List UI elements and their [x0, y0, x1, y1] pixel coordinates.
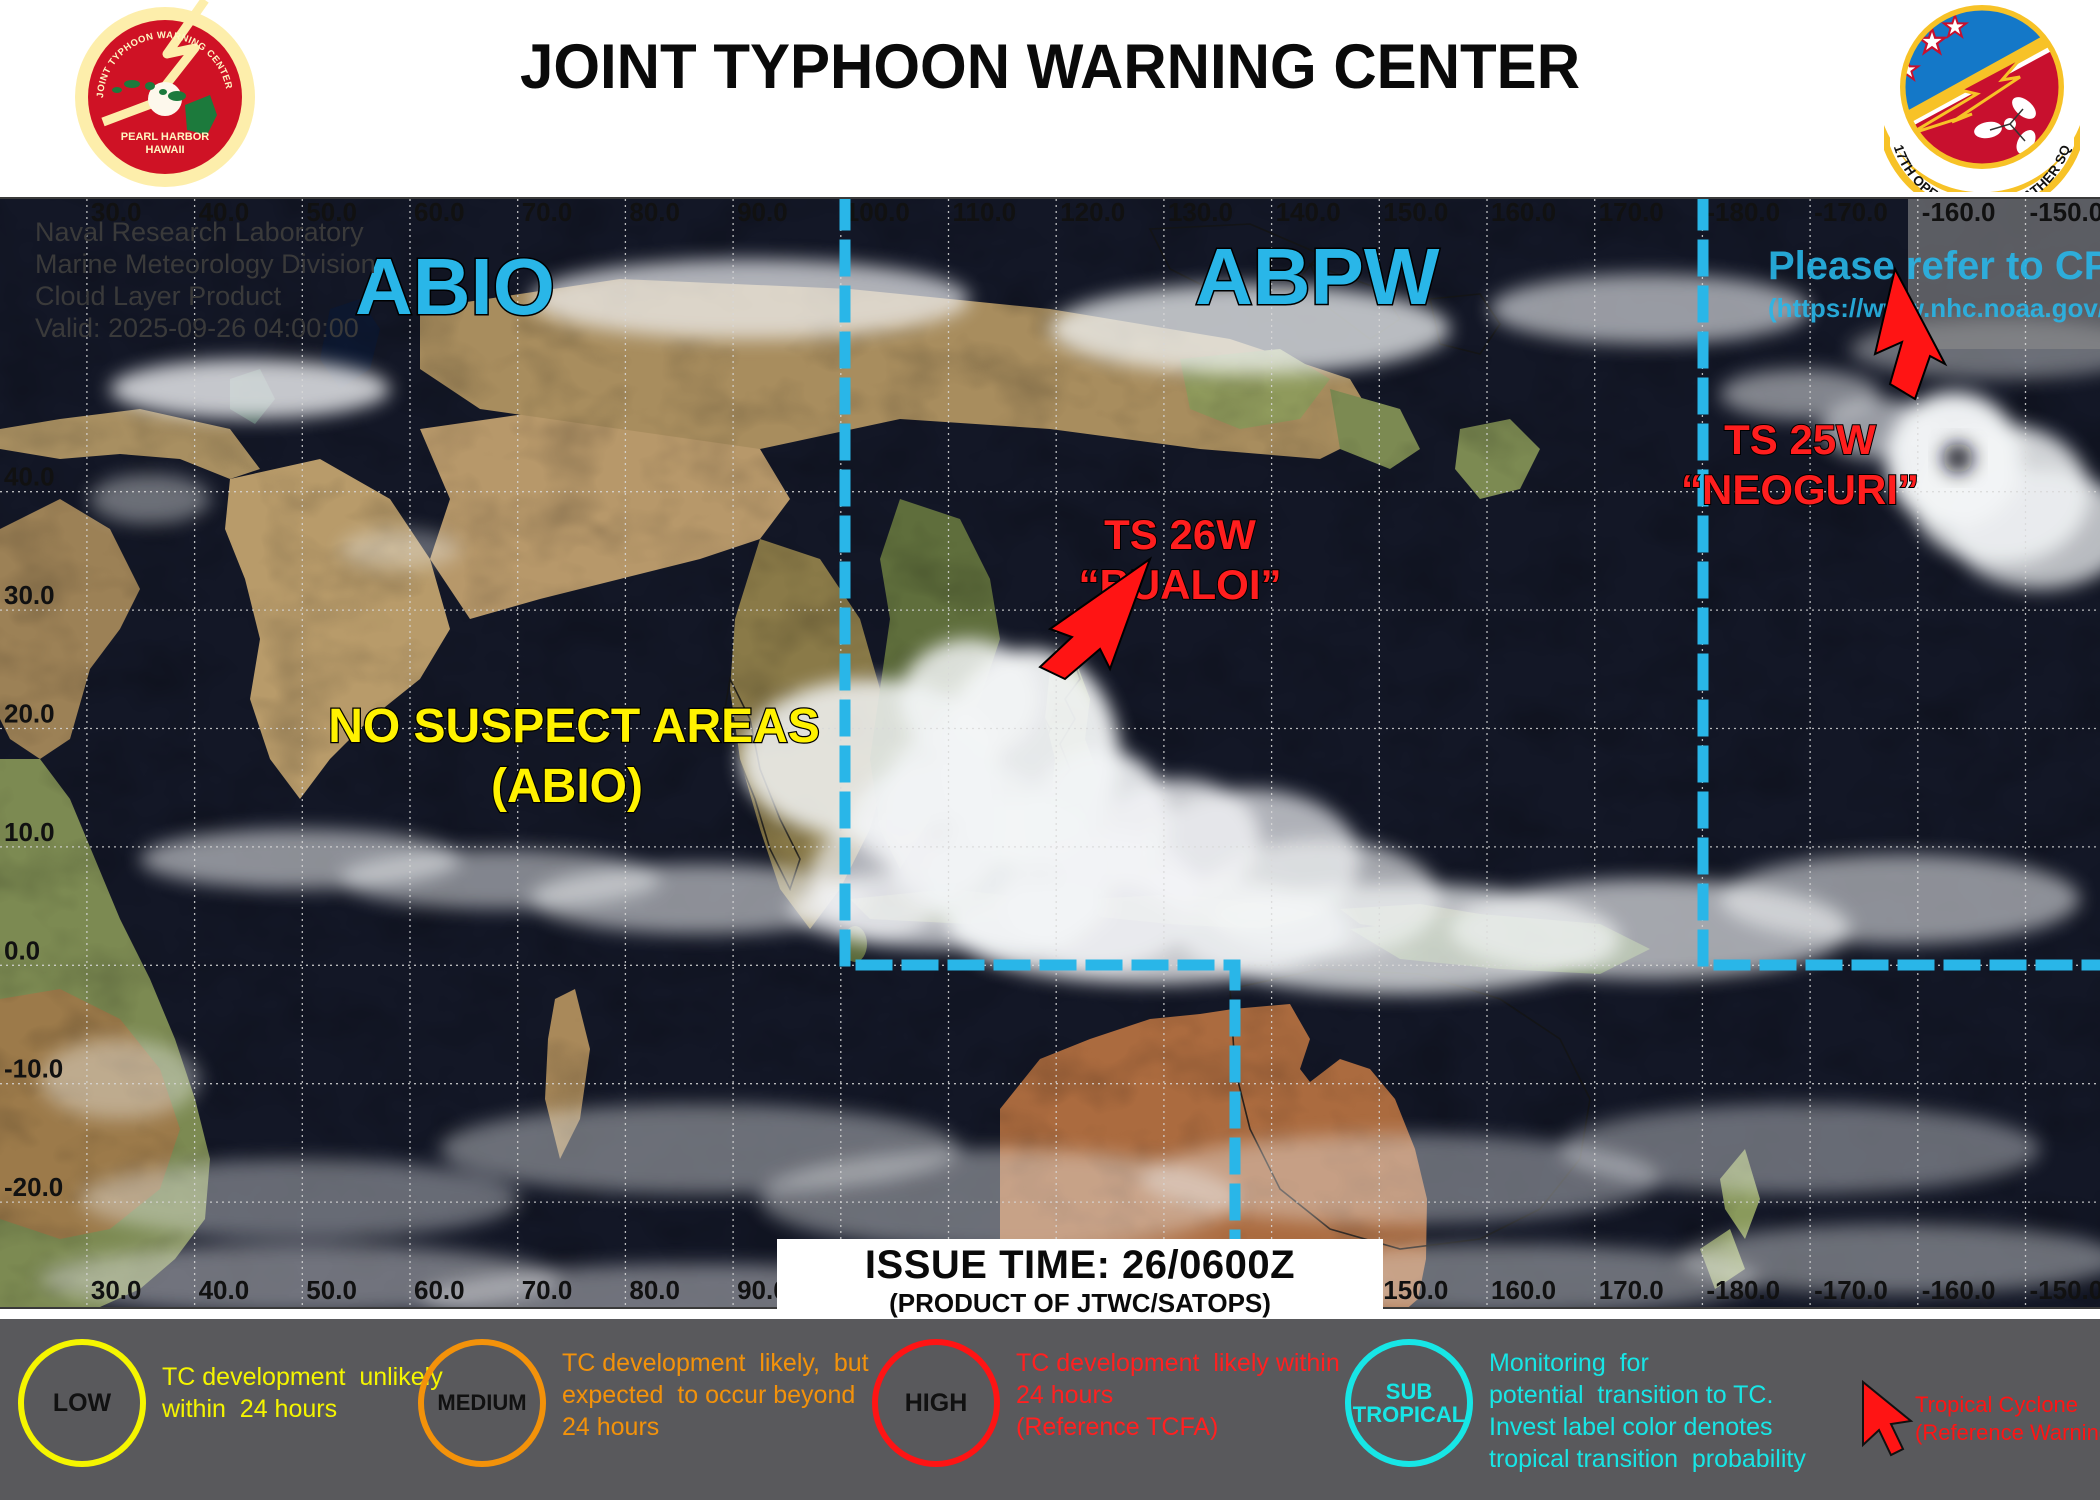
svg-text:70.0: 70.0 — [522, 1275, 573, 1305]
svg-text:-150.0: -150.0 — [2030, 1275, 2100, 1305]
svg-text:160.0: 160.0 — [1491, 1275, 1556, 1305]
svg-text:70.0: 70.0 — [522, 199, 573, 227]
svg-text:110.0: 110.0 — [953, 199, 1017, 227]
svg-text:TS 25W: TS 25W — [1724, 416, 1876, 463]
svg-text:-150.0: -150.0 — [2030, 199, 2100, 227]
svg-text:90.0: 90.0 — [737, 199, 788, 227]
svg-text:-180.0: -180.0 — [1706, 1275, 1780, 1305]
svg-text:“NEOGURI”: “NEOGURI” — [1681, 466, 1919, 513]
svg-text:40.0: 40.0 — [199, 1275, 250, 1305]
svg-text:150.0: 150.0 — [1383, 1275, 1448, 1305]
svg-text:130.0: 130.0 — [1168, 199, 1233, 227]
svg-text:150.0: 150.0 — [1383, 199, 1448, 227]
svg-text:40.0: 40.0 — [4, 462, 55, 492]
svg-text:60.0: 60.0 — [414, 199, 465, 227]
svg-text:-170.0: -170.0 — [1814, 199, 1888, 227]
svg-text:-160.0: -160.0 — [1922, 199, 1996, 227]
svg-text:Please refer to CPHC: Please refer to CPHC — [1768, 244, 2100, 288]
svg-text:ABIO: ABIO — [355, 242, 555, 331]
svg-text:(ABIO): (ABIO) — [491, 760, 643, 813]
svg-text:TS 26W: TS 26W — [1104, 511, 1256, 558]
svg-text:NO SUSPECT AREAS: NO SUSPECT AREAS — [328, 700, 820, 753]
svg-text:140.0: 140.0 — [1276, 199, 1341, 227]
svg-text:(https://www.nhc.noaa.gov/cphc: (https://www.nhc.noaa.gov/cphc/) — [1768, 293, 2100, 323]
svg-text:160.0: 160.0 — [1491, 199, 1556, 227]
svg-text:-180.0: -180.0 — [1706, 199, 1780, 227]
svg-text:Cloud Layer Product: Cloud Layer Product — [35, 281, 282, 311]
svg-text:Marine Meteorology Division: Marine Meteorology Division — [35, 249, 376, 279]
svg-text:30.0: 30.0 — [91, 1275, 142, 1305]
svg-text:20.0: 20.0 — [4, 699, 55, 729]
svg-text:80.0: 80.0 — [629, 1275, 680, 1305]
svg-text:170.0: 170.0 — [1599, 199, 1664, 227]
svg-text:10.0: 10.0 — [4, 817, 55, 847]
svg-text:30.0: 30.0 — [4, 580, 55, 610]
svg-text:ABPW: ABPW — [1195, 232, 1440, 321]
svg-text:-20.0: -20.0 — [4, 1172, 63, 1202]
svg-text:120.0: 120.0 — [1060, 199, 1125, 227]
svg-text:PEARL HARBOR: PEARL HARBOR — [121, 131, 209, 143]
svg-text:-160.0: -160.0 — [1922, 1275, 1996, 1305]
svg-text:-10.0: -10.0 — [4, 1054, 63, 1084]
svg-text:0.0: 0.0 — [4, 935, 40, 965]
svg-text:Valid: 2025-09-26 04:00:00: Valid: 2025-09-26 04:00:00 — [35, 313, 359, 343]
svg-text:-170.0: -170.0 — [1814, 1275, 1888, 1305]
svg-text:50.0: 50.0 — [306, 1275, 357, 1305]
svg-text:100.0: 100.0 — [845, 199, 910, 227]
svg-text:Naval Research Laboratory: Naval Research Laboratory — [35, 217, 364, 247]
svg-text:60.0: 60.0 — [414, 1275, 465, 1305]
svg-text:80.0: 80.0 — [629, 199, 680, 227]
svg-text:170.0: 170.0 — [1599, 1275, 1664, 1305]
svg-text:HAWAII: HAWAII — [145, 144, 184, 156]
